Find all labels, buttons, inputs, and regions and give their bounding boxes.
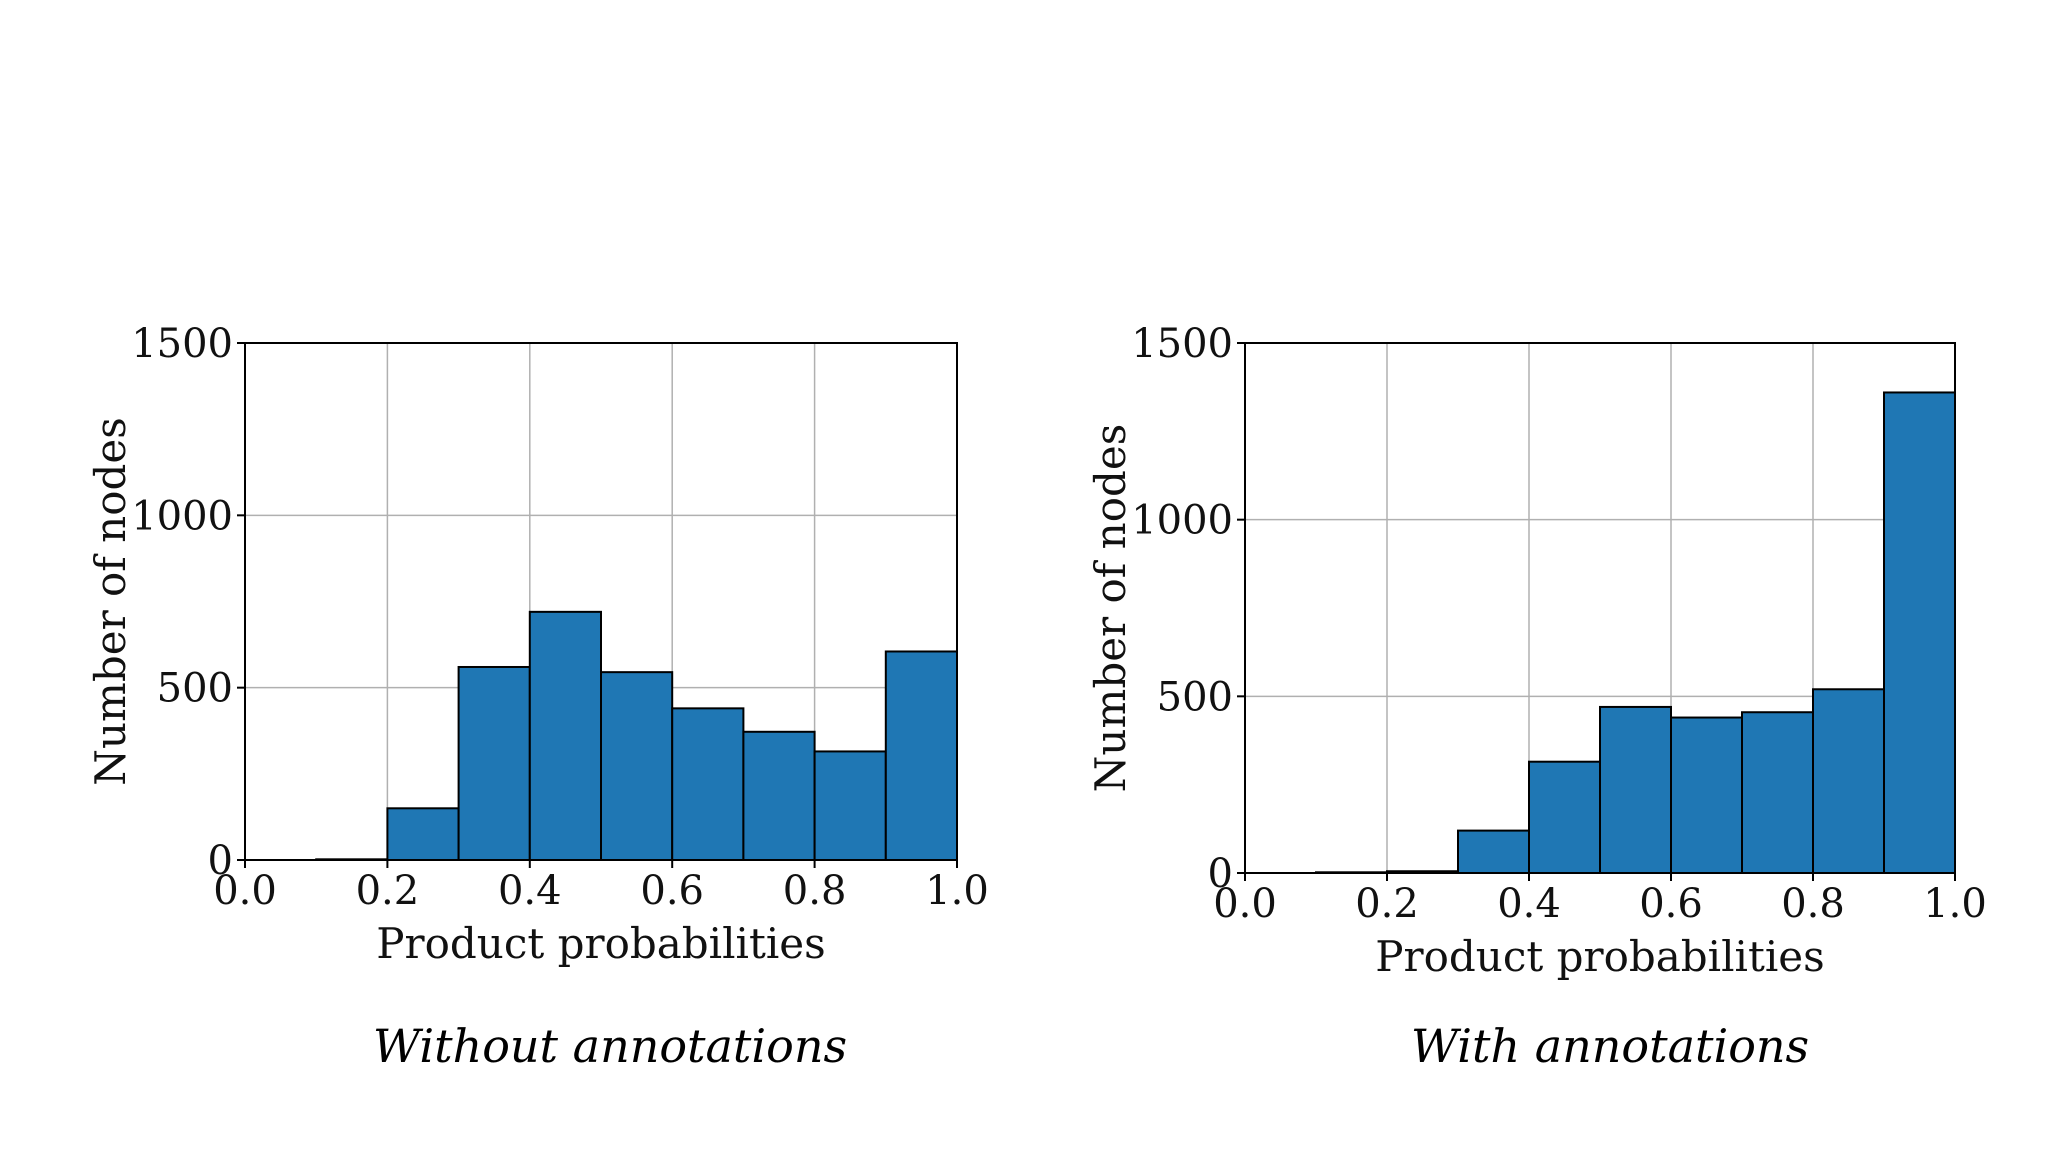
y-tick-label: 1500 [131, 321, 233, 367]
y-tick-label: 1500 [1131, 321, 1233, 367]
histogram-bar [742, 730, 816, 861]
x-tick-label: 0.6 [1639, 881, 1703, 927]
histogram-bar [1599, 705, 1672, 875]
y-tick-label: 1000 [1131, 498, 1233, 544]
x-tick-label: 0.0 [213, 868, 277, 914]
x-axis-label: Product probabilities [1375, 932, 1824, 981]
y-axis-label: Number of nodes [1086, 424, 1135, 793]
histogram-bar [1741, 711, 1814, 874]
histogram-bar [457, 665, 531, 862]
y-axis-label: Number of nodes [86, 417, 135, 786]
y-tick-label: 1000 [131, 493, 233, 539]
histogram-bar [671, 707, 745, 862]
x-tick-label: 0.4 [1497, 881, 1561, 927]
histogram-bar [1883, 391, 1956, 874]
histogram-bar [813, 750, 887, 861]
x-tick-label: 0.0 [1213, 881, 1277, 927]
x-tick-label: 0.8 [1781, 881, 1845, 927]
y-tick-label: 0 [1208, 851, 1233, 897]
x-tick-label: 0.2 [356, 868, 420, 914]
histogram-panel-with-annotations: 0.0 0.2 0.4 0.6 0.8 1.0 0 500 1000 1500 Product pr… [1086, 321, 1987, 1073]
histogram-bar [1670, 716, 1743, 874]
y-tick-label: 0 [208, 838, 233, 884]
x-axis-label: Product probabilities [376, 919, 825, 968]
axes-frame [244, 342, 958, 861]
x-tick-label: 1.0 [925, 868, 989, 914]
histogram-bar [1457, 829, 1530, 874]
x-tick-label: 1.0 [1923, 881, 1987, 927]
histogram-bar [1812, 688, 1885, 874]
histogram-bar [884, 650, 958, 862]
histogram-bar [386, 807, 460, 861]
x-tick-label: 0.6 [640, 868, 704, 914]
x-tick-label: 0.2 [1355, 881, 1419, 927]
x-tick-label: 0.8 [783, 868, 847, 914]
y-tick-label: 500 [157, 666, 233, 712]
axes-frame [1244, 342, 1956, 874]
histogram-panel-without-annotations: 0.0 0.2 0.4 0.6 0.8 1.0 0 500 1000 1500 Product pr… [86, 321, 989, 1073]
histogram-bar [600, 671, 674, 862]
y-tick-label: 500 [1157, 674, 1233, 720]
x-tick-label: 0.4 [498, 868, 562, 914]
subplot-caption: Without annotations [373, 1019, 847, 1073]
subplot-caption: With annotations [1411, 1019, 1809, 1073]
histogram-bar [1528, 760, 1601, 875]
histogram-bar [528, 610, 602, 862]
